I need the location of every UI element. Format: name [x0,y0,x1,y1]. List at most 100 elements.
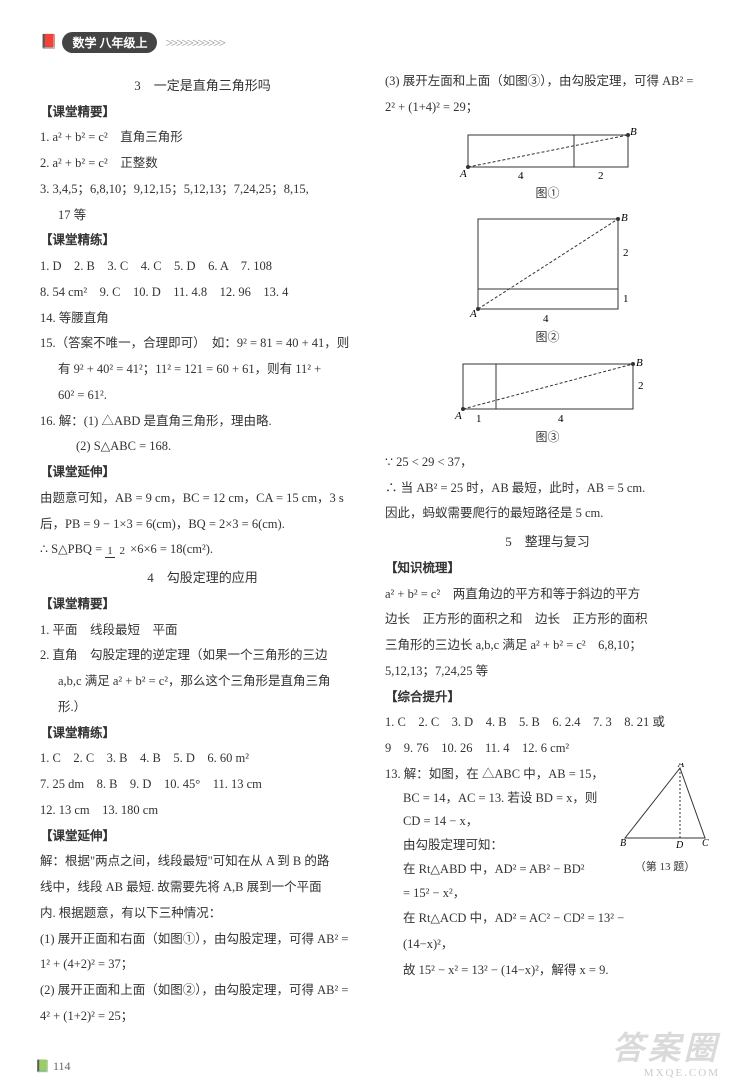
s4-ys2: 线中，线段 AB 最短. 故需要先将 A,B 展到一个平面 [40,876,365,900]
chevron-deco: >>>>>>>>>>> [165,35,224,51]
s4-jy2c: 形.） [40,696,365,720]
subject-label: 数学 [72,36,96,50]
s3-jl2: 8. 54 cm² 9. C 10. D 11. 4.8 12. 96 13. … [40,281,365,305]
fig2-2: 2 [623,247,629,259]
s3-jl1: 1. D 2. B 3. C 4. C 5. D 6. A 7. 108 [40,255,365,279]
figure-3: A B 1 4 2 图③ [385,354,710,449]
section-3-title: 3 一定是直角三角形吗 [40,74,365,99]
s4-ys4: (1) 展开正面和右面（如图①），由勾股定理，可得 AB² = [40,928,365,952]
s5-zh1: 1. C 2. C 3. D 4. B 5. B 6. 2.4 7. 3 8. … [385,711,710,735]
figure-1: A B 4 2 图① [385,125,710,205]
s4-jy2b: a,b,c 满足 a² + b² = c²，那么这个三角形是直角三角 [40,670,365,694]
s4-col2-2: (3) 展开左面和上面（如图③），由勾股定理，可得 AB² = [385,70,710,94]
s3-jl4b: 有 9² + 40² = 41²；11² = 121 = 60 + 61，则有 … [40,358,365,382]
s4-yanshen: 【课堂延伸】 [40,825,365,849]
s4-fconc3: 因此，蚂蚁需要爬行的最短路径是 5 cm. [385,502,710,526]
fig2-1: 1 [623,293,629,305]
frac-d: 2 [118,545,128,557]
s4-col2-3: 2² + (1+4)² = 29； [385,96,710,120]
s4-jy2: 2. 直角 勾股定理的逆定理（如果一个三角形的三边 [40,644,365,668]
fig3-4: 4 [558,413,564,424]
tri-C: C [702,838,709,848]
s5-zonghe: 【综合提升】 [385,686,710,710]
fig3-1: 1 [476,413,482,424]
s4-jl3: 12. 13 cm 13. 180 cm [40,799,365,823]
s4-ys6: (2) 展开正面和上面（如图②），由勾股定理，可得 AB² = [40,979,365,1003]
s4-ys3: 内. 根据题意，有以下三种情况： [40,902,365,926]
s3-jy1: 1. a² + b² = c² 直角三角形 [40,126,365,150]
fig2-caption: 图② [385,326,710,349]
frac-n: 1 [105,545,115,558]
fig3-2: 2 [638,380,644,392]
section-4-title: 4 勾股定理的应用 [40,566,365,591]
tri-A: A [677,763,685,770]
page-number: 📗 114 [35,1059,71,1074]
s5-zh8: = 15² − x²， [385,882,710,906]
fig2-4: 4 [543,313,549,324]
s4-ys5: 1² + (4+2)² = 37； [40,953,365,977]
s3-jy3: 3. 3,4,5；6,8,10；9,12,15；5,12,13；7,24,25；… [40,178,365,202]
s4-jl2: 7. 25 dm 8. B 9. D 10. 45° 11. 13 cm [40,773,365,797]
fig2-B: B [621,212,628,224]
s3-ys2: 后，PB = 9 − 1×3 = 6(cm)，BQ = 2×3 = 6(cm). [40,513,365,537]
grade-label: 八年级上 [99,36,147,50]
fraction-half: 1 2 [105,545,127,557]
s5-zh11: 故 15² − x² = 13² − (14−x)²，解得 x = 9. [385,959,710,983]
s5-q13-block: A B D C （第 13 题） 13. 解：如图，在 △ABC 中，AB = … [385,763,710,906]
s5-zh9: 在 Rt△ACD 中，AD² = AC² − CD² = 13² − [385,907,710,931]
s3-ys1: 由题意可知，AB = 9 cm，BC = 12 cm，CA = 15 cm，3 … [40,487,365,511]
s3-jl4c: 60² = 61². [40,384,365,408]
s5-zs2: 边长 正方形的面积之和 边长 正方形的面积 [385,608,710,632]
figure-2: A B 4 2 1 图② [385,209,710,349]
fig1-A: A [459,168,467,180]
fig3-B: B [636,357,643,369]
section-5-title: 5 整理与复习 [385,530,710,555]
s5-zh10: (14−x)²， [385,933,710,957]
s3-jinglian: 【课堂精练】 [40,229,365,253]
tri-B: B [620,838,626,848]
fig1-B: B [630,126,637,138]
main-content: 3 一定是直角三角形吗 【课堂精要】 1. a² + b² = c² 直角三角形… [40,70,710,1049]
s3-jl5b: (2) S△ABC = 168. [40,435,365,459]
s4-fconc2: ∴ 当 AB² = 25 时，AB 最短，此时，AB = 5 cm. [385,477,710,501]
s3-jl3: 14. 等腰直角 [40,307,365,331]
fig3-caption: 图③ [385,426,710,449]
fig1-svg: A B 4 2 [448,125,648,180]
triangle-figure: A B D C （第 13 题） [620,763,710,878]
s5-zs4: 5,12,13；7,24,25 等 [385,660,710,684]
s4-col2-1: 4² + (1+2)² = 25； [40,1005,365,1029]
book-icon: 📕 [40,34,57,51]
s4-fconc1: ∵ 25 < 29 < 37， [385,451,710,475]
s4-jy1: 1. 平面 线段最短 平面 [40,619,365,643]
header: 📕 数学 八年级上 >>>>>>>>>>> [40,30,710,55]
s3-yanshen: 【课堂延伸】 [40,461,365,485]
s5-zs1: a² + b² = c² 两直角边的平方和等于斜边的平方 [385,583,710,607]
fig1-caption: 图① [385,182,710,205]
fig1-2: 2 [598,170,604,180]
fig2-svg: A B 4 2 1 [458,209,638,324]
watermark-url: MXQE.COM [644,1067,720,1079]
s3-ys3: ∴ S△PBQ = 1 2 ×6×6 = 18(cm²). [40,538,365,562]
s5-zs3: 三角形的三边长 a,b,c 满足 a² + b² = c² 6,8,10； [385,634,710,658]
fig2-A: A [469,308,477,320]
tri-D: D [675,840,684,848]
s3-jl5: 16. 解：(1) △ABD 是直角三角形，理由略. [40,410,365,434]
s3-jy3b: 17 等 [40,204,365,228]
s4-ys1: 解：根据"两点之间，线段最短"可知在从 A 到 B 的路 [40,850,365,874]
tri-caption: （第 13 题） [620,857,710,878]
s5-zh2: 9 9. 76 10. 26 11. 4 12. 6 cm² [385,737,710,761]
watermark: 答案圈 [612,1023,720,1069]
s4-jingyao: 【课堂精要】 [40,593,365,617]
subject-badge: 数学 八年级上 [62,32,157,53]
s3-jl4: 15.（答案不唯一，合理即可） 如：9² = 81 = 40 + 41，则 [40,332,365,356]
s4-jl1: 1. C 2. C 3. B 4. B 5. D 6. 60 m² [40,747,365,771]
fig1-4: 4 [518,170,524,180]
triangle-svg: A B D C [620,763,710,848]
fig3-A: A [454,410,462,422]
fig3-svg: A B 1 4 2 [448,354,648,424]
page-num-value: 114 [53,1059,71,1073]
s3-ys3a: ∴ S△PBQ = [40,542,105,556]
s5-zhishi: 【知识梳理】 [385,557,710,581]
s4-jinglian: 【课堂精练】 [40,722,365,746]
page-icon: 📗 [35,1059,50,1073]
